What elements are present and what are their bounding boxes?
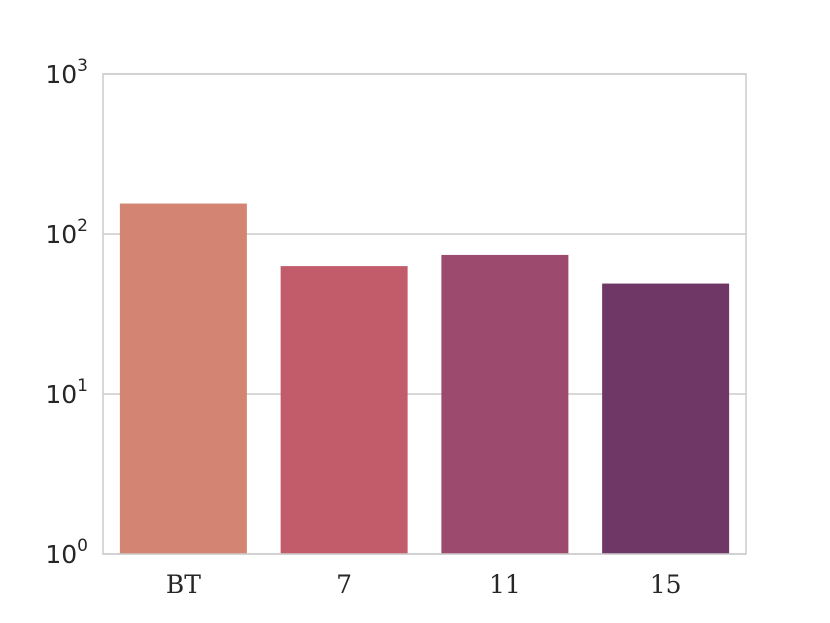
- y-tick-label-3: 103: [45, 56, 88, 89]
- bar-BT: [119, 203, 247, 554]
- plot-frame: [102, 73, 747, 555]
- y-tick-label-2: 102: [45, 216, 88, 249]
- y-tick-label-0: 100: [45, 536, 88, 569]
- x-tick-label-BT: BT: [166, 570, 201, 599]
- bar-11: [441, 254, 569, 555]
- bar-15: [602, 283, 730, 554]
- x-tick-label-7: 7: [336, 570, 352, 599]
- x-tick-label-15: 15: [650, 570, 682, 599]
- x-tick-labels: BT 7 11 15: [166, 570, 682, 599]
- y-tick-label-1: 101: [45, 376, 88, 409]
- x-tick-label-11: 11: [489, 570, 521, 599]
- bars: [119, 203, 730, 555]
- y-tick-labels: 100 101 102 103: [45, 56, 88, 569]
- bar-7: [280, 266, 408, 554]
